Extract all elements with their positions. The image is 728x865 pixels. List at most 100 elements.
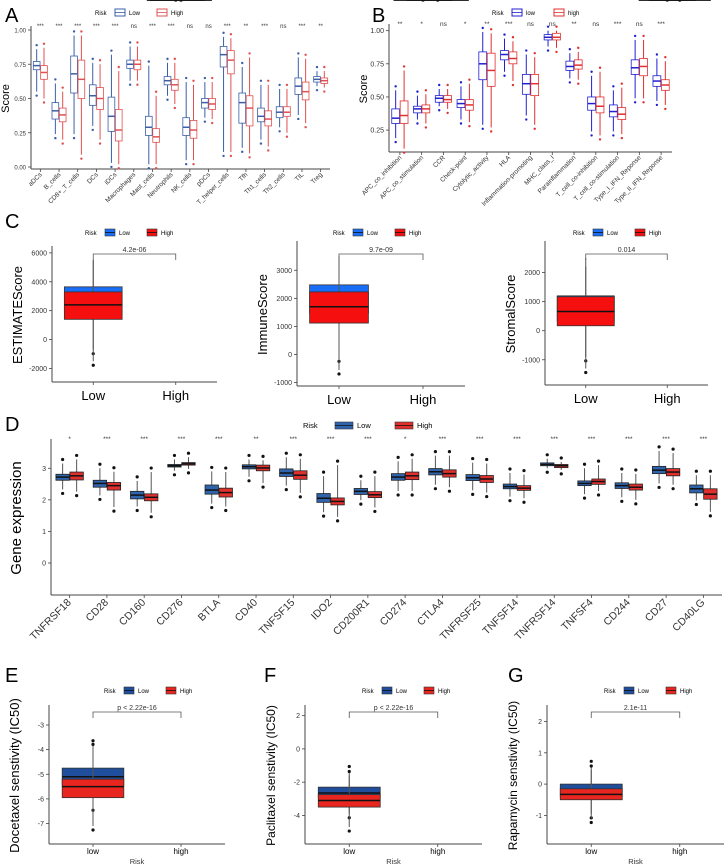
outlier-point (522, 468, 526, 473)
outlier-point (634, 502, 638, 506)
x-tick-label: Tfh (238, 171, 250, 183)
box-low (163, 57, 172, 101)
y-tick-label: 1 (42, 529, 46, 536)
box-low (275, 83, 284, 133)
outlier-point (373, 470, 377, 474)
outlier-point (424, 89, 428, 92)
outlier-point (446, 83, 449, 87)
significance-label: ** (244, 24, 249, 30)
outlier-point (620, 467, 624, 471)
pvalue-bracket (338, 253, 424, 260)
outlier-point (173, 106, 177, 110)
y-axis-title: ImmuneScore (255, 274, 270, 355)
panel-letter: G (508, 665, 524, 687)
outlier-point (634, 468, 638, 472)
outlier-point (394, 85, 397, 88)
significance-label: *** (56, 24, 64, 30)
box-iqr (245, 95, 254, 127)
outlier-point (678, 0, 682, 2)
outlier-point (559, 472, 563, 476)
outlier-point (489, 28, 493, 31)
outlier-point (192, 79, 195, 83)
outlier-point (503, 74, 506, 77)
pvalue-label: 9.7e-09 (369, 247, 393, 254)
outlier-point (284, 488, 288, 492)
y-tick-label: -1 (536, 813, 542, 820)
outlier-point (241, 61, 244, 65)
box-low (238, 61, 247, 154)
outlier-point (117, 65, 120, 69)
outlier-point (110, 49, 113, 52)
outlier-point (91, 57, 94, 61)
panel-letter: C (5, 211, 19, 233)
outlier-point (559, 456, 563, 460)
outlier-point (110, 165, 113, 169)
box-iqr (61, 778, 125, 799)
outlier-point (54, 78, 57, 81)
y-tick-label: 3 (42, 466, 46, 473)
outlier-point (468, 78, 471, 81)
outlier-point (612, 85, 615, 88)
pvalue-label: p < 2.22e-16 (374, 705, 414, 712)
outlier-point (584, 370, 588, 375)
box-low (107, 49, 116, 169)
legend-label: Low (357, 421, 371, 430)
outlier-point (468, 124, 471, 128)
outlier-point (222, 31, 225, 35)
outlier-point (61, 491, 65, 496)
x-tick-label: low (87, 847, 99, 856)
outlier-point (396, 493, 400, 497)
outlier-point (98, 462, 102, 466)
significance-label: * (68, 436, 71, 443)
y-tick-label: 0 (43, 337, 47, 344)
x-tick-label: low (585, 847, 597, 856)
box-high (421, 89, 431, 129)
x-tick-label: CD40 (233, 597, 261, 625)
outlier-point (247, 479, 251, 483)
outlier-point (184, 76, 188, 80)
box-low (32, 43, 41, 97)
outlier-point (373, 509, 377, 514)
box-high (317, 769, 381, 833)
x-tick-label: TNFSF15 (257, 597, 298, 638)
outlier-point (149, 515, 153, 519)
box-low (145, 60, 153, 170)
significance-label: ns (131, 24, 137, 30)
legend-title: Risk (492, 11, 505, 17)
significance-label: *** (625, 436, 633, 443)
box-high (133, 41, 142, 86)
outlier-point (433, 450, 438, 454)
outlier-point (61, 86, 64, 89)
outlier-point (612, 134, 615, 137)
y-axis-title: Paclitaxel senstivity (IC50) (264, 705, 278, 846)
x-tick-label: TNFRSF18 (28, 597, 74, 643)
outlier-point (508, 499, 512, 503)
outlier-point (91, 828, 95, 832)
legend-title: Risk (303, 421, 318, 430)
box-high (554, 456, 569, 476)
significance-label: *** (215, 436, 223, 443)
y-tick-label: -7 (38, 821, 44, 828)
outlier-point (620, 136, 623, 140)
box-iqr (257, 107, 265, 123)
y-tick-label: -3 (38, 723, 44, 730)
outlier-point (184, 162, 188, 166)
outlier-point (149, 466, 153, 470)
box-iqr (114, 109, 123, 142)
box-low (391, 85, 400, 144)
outlier-point (98, 142, 102, 145)
outlier-point (261, 485, 265, 489)
outlier-point (35, 43, 38, 47)
y-tick-label: 1 (538, 750, 542, 757)
x-tick-label: high (430, 847, 445, 856)
panel-letter: F (264, 665, 276, 687)
legend-label: High (180, 689, 192, 695)
y-tick-label: 0.25 (14, 131, 26, 137)
box-low (587, 70, 596, 137)
box-low (70, 30, 78, 140)
outlier-point (154, 90, 158, 93)
outlier-point (61, 457, 65, 462)
outlier-point (436, 0, 440, 2)
box-high (293, 453, 308, 499)
box-high (399, 65, 409, 154)
